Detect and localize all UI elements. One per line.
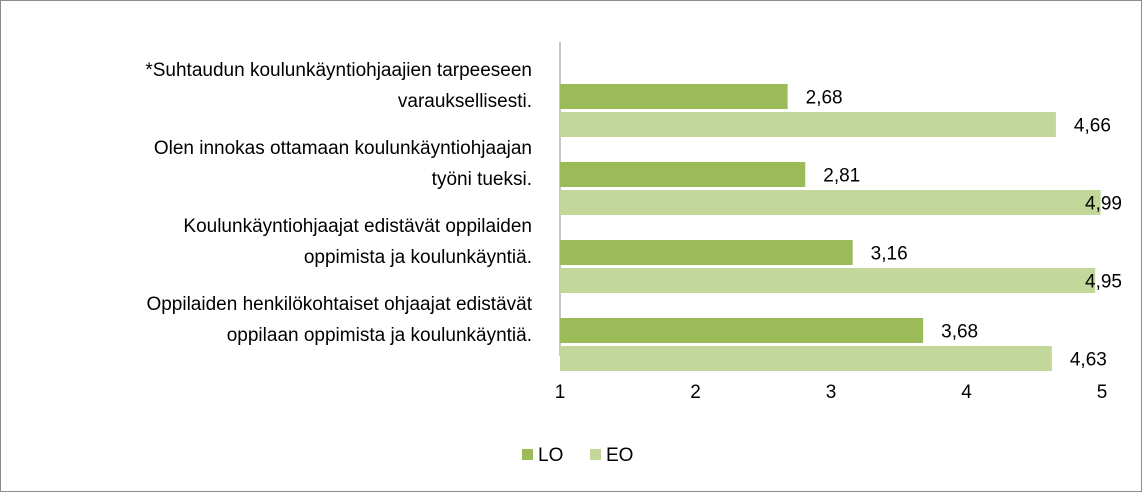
category-label: oppilaan oppimista ja koulunkäyntiä. <box>227 325 532 346</box>
value-label: 2,68 <box>806 88 843 109</box>
bar <box>560 84 788 109</box>
category-label: Koulunkäyntiohjaajat edistävät oppilaide… <box>183 216 532 237</box>
category-label: oppimista ja koulunkäyntiä. <box>304 247 532 268</box>
value-label: 4,63 <box>1070 350 1107 371</box>
bar <box>560 318 924 343</box>
x-tick-label: 1 <box>555 382 566 403</box>
bar <box>560 240 853 265</box>
value-label: 4,66 <box>1074 116 1111 137</box>
x-tick-label: 2 <box>690 382 701 403</box>
legend-swatch <box>590 449 601 460</box>
value-label: 3,68 <box>941 322 978 343</box>
category-label: *Suhtaudun koulunkäyntiohjaajien tarpees… <box>145 60 532 81</box>
value-label: 4,99 <box>1085 194 1122 215</box>
bar <box>560 162 806 187</box>
category-label: Oppilaiden henkilökohtaiset ohjaajat edi… <box>146 294 532 315</box>
value-label: 4,95 <box>1085 272 1122 293</box>
value-label: 3,16 <box>871 244 908 265</box>
bar <box>560 346 1052 371</box>
value-label: 2,81 <box>823 166 860 187</box>
category-label: varauksellisesti. <box>398 91 532 112</box>
category-label: Olen innokas ottamaan koulunkäyntiohjaaj… <box>154 138 532 159</box>
x-tick-label: 4 <box>961 382 972 403</box>
bar <box>560 268 1096 293</box>
bar <box>560 190 1101 215</box>
legend-label: LO <box>538 445 563 466</box>
category-label: työni tueksi. <box>432 169 532 190</box>
legend-label: EO <box>606 445 633 466</box>
x-tick-label: 3 <box>826 382 837 403</box>
x-tick-label: 5 <box>1097 382 1108 403</box>
legend-swatch <box>522 449 533 460</box>
bar <box>560 112 1056 137</box>
